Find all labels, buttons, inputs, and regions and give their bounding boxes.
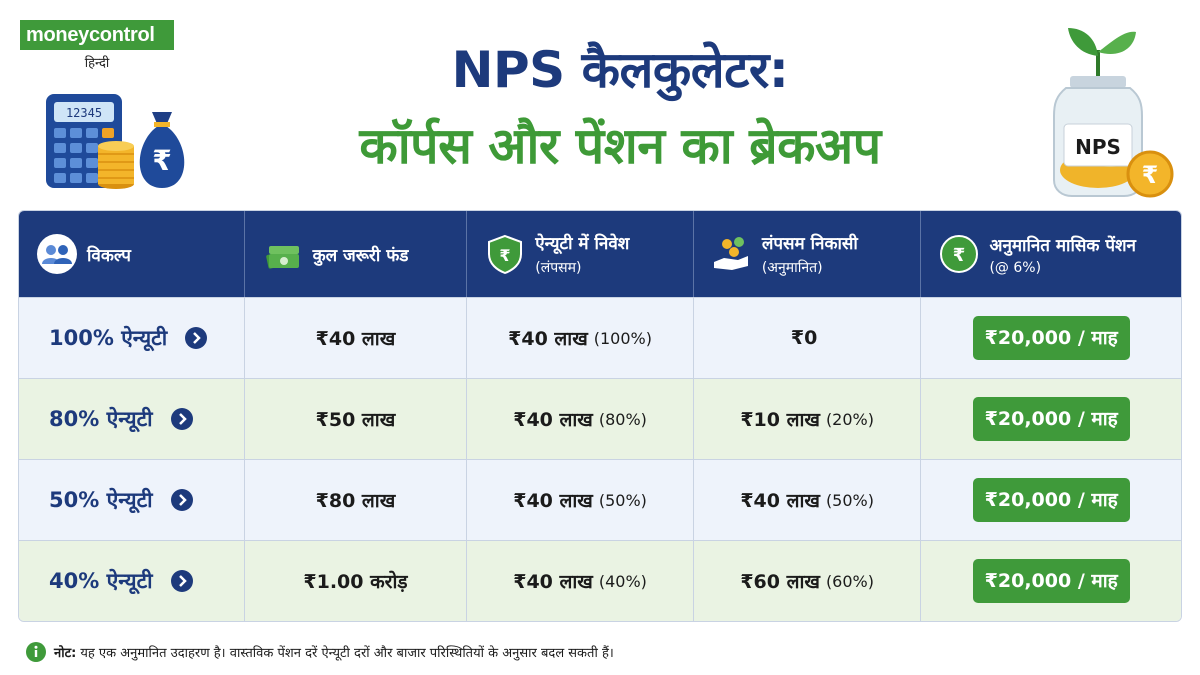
chevron-right-icon[interactable] xyxy=(185,327,208,349)
pension-cell: ₹20,000 / माह xyxy=(921,460,1181,540)
chevron-right-icon[interactable] xyxy=(170,489,193,511)
annuity-percent: (100%) xyxy=(593,328,652,348)
column-header-label: अनुमानित मासिक पेंशन xyxy=(989,235,1136,256)
option-label: 100% ऐन्यूटी xyxy=(49,326,168,350)
shield-rupee-icon: ₹ xyxy=(488,234,523,274)
chevron-right-icon[interactable] xyxy=(170,408,193,430)
option-label: 80% ऐन्यूटी xyxy=(49,407,153,431)
column-header-monthly-pension: ₹ अनुमानित मासिक पेंशन (@ 6%) xyxy=(921,211,1181,297)
calculator-display: 12345 xyxy=(66,106,102,120)
column-header-total-fund: कुल जरूरी फंड xyxy=(245,211,468,297)
column-header-annuity-investment: ₹ ऐन्यूटी में निवेश (लंपसम) xyxy=(467,211,694,297)
money-bag-rupee-symbol: ₹ xyxy=(152,144,171,177)
table-row: 50% ऐन्यूटी ₹80 लाख ₹40 लाख (50%) ₹40 लाख… xyxy=(19,459,1181,540)
column-header-sublabel: (लंपसम) xyxy=(535,260,582,276)
money-stack-icon xyxy=(265,246,299,269)
fund-value: ₹40 लाख xyxy=(315,328,396,350)
lumpsum-cell: ₹0 xyxy=(694,298,922,378)
annuity-cell: ₹40 लाख (40%) xyxy=(467,541,694,621)
jar-icon: NPS xyxy=(1053,76,1143,197)
annuity-value: ₹40 लाख xyxy=(508,328,588,350)
fund-cell: ₹40 लाख xyxy=(245,298,468,378)
footnote: नोट: यह एक अनुमानित उदाहरण है। वास्तविक … xyxy=(26,642,614,662)
svg-text:₹: ₹ xyxy=(500,246,511,265)
column-header-label: लंपसम निकासी xyxy=(761,234,858,254)
option-cell: 40% ऐन्यूटी xyxy=(19,541,245,621)
users-icon xyxy=(37,234,77,274)
footnote-label: नोट: xyxy=(54,646,77,661)
column-header-sublabel: (अनुमानित) xyxy=(761,260,823,276)
fund-cell: ₹80 लाख xyxy=(245,460,468,540)
nps-jar-illustration: NPS ₹ xyxy=(1053,28,1174,198)
info-icon xyxy=(26,642,46,662)
brand-name-part2: control xyxy=(88,24,155,46)
option-label: 40% ऐन्यूटी xyxy=(49,569,153,593)
calculator-money-bag-illustration: 12345 ₹ xyxy=(46,94,185,189)
brand-name-part1: money xyxy=(26,24,89,46)
page-title-line2: कॉर्पस और पेंशन का ब्रेकअप xyxy=(359,117,881,175)
brand-logo: moneycontrol हिन्दी xyxy=(20,20,174,71)
lumpsum-value: ₹40 लाख xyxy=(740,490,820,512)
column-header-label: विकल्प xyxy=(87,245,131,266)
annuity-value: ₹40 लाख xyxy=(513,571,593,593)
pension-cell: ₹20,000 / माह xyxy=(921,541,1181,621)
rupee-coin-icon: ₹ xyxy=(940,235,979,273)
fund-value: ₹1.00 करोड़ xyxy=(303,571,408,593)
column-header-sublabel: (@ 6%) xyxy=(989,259,1042,276)
column-header-label: कुल जरूरी फंड xyxy=(312,245,409,266)
column-header-option: विकल्प xyxy=(19,211,245,297)
pension-cell: ₹20,000 / माह xyxy=(921,379,1181,459)
hand-coins-icon xyxy=(713,237,748,270)
lumpsum-value: ₹60 लाख xyxy=(740,571,820,593)
annuity-cell: ₹40 लाख (100%) xyxy=(467,298,694,378)
option-cell: 100% ऐन्यूटी xyxy=(19,298,245,378)
option-cell: 80% ऐन्यूटी xyxy=(19,379,245,459)
annuity-value: ₹40 लाख xyxy=(513,409,593,431)
fund-value: ₹50 लाख xyxy=(315,409,396,431)
money-bag-icon: ₹ xyxy=(139,112,185,188)
column-header-label: ऐन्यूटी में निवेश xyxy=(535,234,630,254)
pension-badge: ₹20,000 / माह xyxy=(972,397,1130,441)
pension-badge: ₹20,000 / माह xyxy=(972,478,1130,522)
rupee-coin-icon: ₹ xyxy=(1126,150,1174,198)
footnote-text: यह एक अनुमानित उदाहरण है। वास्तविक पेंशन… xyxy=(80,646,614,661)
lumpsum-value: ₹10 लाख xyxy=(740,409,820,431)
nps-breakup-table: विकल्प कुल जरूरी फंड ₹ ऐन्यूटी में निवेश… xyxy=(18,210,1182,622)
coin-rupee-symbol: ₹ xyxy=(1142,161,1159,189)
lumpsum-percent: (60%) xyxy=(825,571,874,591)
jar-label-text: NPS xyxy=(1075,135,1121,159)
table-header: विकल्प कुल जरूरी फंड ₹ ऐन्यूटी में निवेश… xyxy=(19,211,1181,297)
lumpsum-percent: (20%) xyxy=(825,409,874,429)
table-row: 80% ऐन्यूटी ₹50 लाख ₹40 लाख (80%) ₹10 लाख… xyxy=(19,378,1181,459)
table-row: 100% ऐन्यूटी ₹40 लाख ₹40 लाख (100%) ₹0 ₹2… xyxy=(19,297,1181,378)
chevron-right-icon[interactable] xyxy=(170,570,193,592)
annuity-cell: ₹40 लाख (80%) xyxy=(467,379,694,459)
table-row: 40% ऐन्यूटी ₹1.00 करोड़ ₹40 लाख (40%) ₹60… xyxy=(19,540,1181,621)
annuity-cell: ₹40 लाख (50%) xyxy=(467,460,694,540)
column-header-lumpsum-withdrawal: लंपसम निकासी (अनुमानित) xyxy=(694,211,922,297)
fund-cell: ₹1.00 करोड़ xyxy=(245,541,468,621)
annuity-percent: (40%) xyxy=(598,571,647,591)
fund-value: ₹80 लाख xyxy=(315,490,396,512)
page-title-line1: NPS कैलकुलेटर: xyxy=(451,41,789,99)
lumpsum-cell: ₹60 लाख (60%) xyxy=(694,541,922,621)
option-label: 50% ऐन्यूटी xyxy=(49,488,153,512)
pension-cell: ₹20,000 / माह xyxy=(921,298,1181,378)
option-cell: 50% ऐन्यूटी xyxy=(19,460,245,540)
pension-badge: ₹20,000 / माह xyxy=(972,559,1130,603)
lumpsum-value: ₹0 xyxy=(790,327,818,349)
annuity-percent: (80%) xyxy=(598,409,647,429)
calculator-icon: 12345 xyxy=(46,94,122,188)
lumpsum-percent: (50%) xyxy=(825,490,874,510)
annuity-percent: (50%) xyxy=(598,490,647,510)
brand-subtitle: हिन्दी xyxy=(84,56,110,71)
fund-cell: ₹50 लाख xyxy=(245,379,468,459)
brand-wordmark: moneycontrol xyxy=(20,20,174,50)
lumpsum-cell: ₹40 लाख (50%) xyxy=(694,460,922,540)
pension-badge: ₹20,000 / माह xyxy=(972,316,1130,360)
lumpsum-cell: ₹10 लाख (20%) xyxy=(694,379,922,459)
svg-text:₹: ₹ xyxy=(953,245,966,266)
coin-stack-icon xyxy=(98,141,134,189)
annuity-value: ₹40 लाख xyxy=(513,490,593,512)
